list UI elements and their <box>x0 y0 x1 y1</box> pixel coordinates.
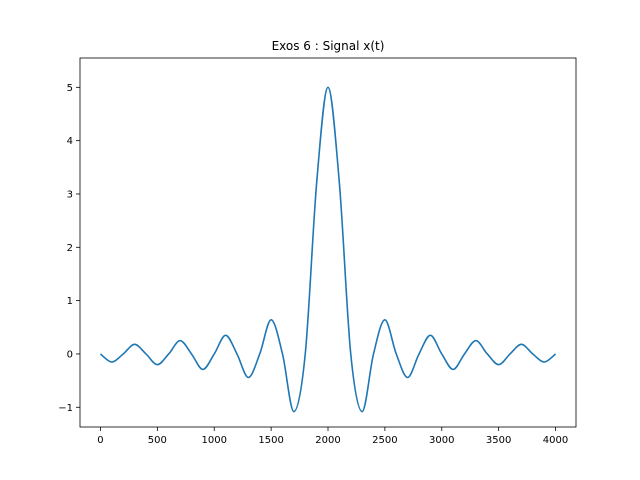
axes: 0 500 1000 1500 2000 2500 3000 3500 4000 −1 0 1 2 3 4 5 <box>58 57 577 446</box>
x-tick-label: 4000 <box>543 435 568 446</box>
y-tick-label: 2 <box>67 243 73 254</box>
x-tick-label: 3000 <box>429 435 454 446</box>
y-tick-label: 1 <box>67 296 73 307</box>
x-tick-label: 0 <box>97 435 103 446</box>
y-tick-label: 4 <box>67 136 73 147</box>
x-tick-label: 3500 <box>486 435 511 446</box>
chart-title: Exos 6 : Signal x(t) <box>272 39 385 53</box>
x-tick-label: 2000 <box>315 435 340 446</box>
y-tick-label: 5 <box>67 83 73 94</box>
x-tick-label: 500 <box>148 435 167 446</box>
y-tick-label: 3 <box>67 189 73 200</box>
y-tick-label: 0 <box>67 349 73 360</box>
x-tick-label: 1000 <box>202 435 227 446</box>
x-tick-label: 1500 <box>258 435 283 446</box>
series-line-0 <box>99 86 557 413</box>
plot-area <box>99 86 557 413</box>
x-tick-label: 2500 <box>372 435 397 446</box>
y-tick-label: −1 <box>58 403 73 414</box>
